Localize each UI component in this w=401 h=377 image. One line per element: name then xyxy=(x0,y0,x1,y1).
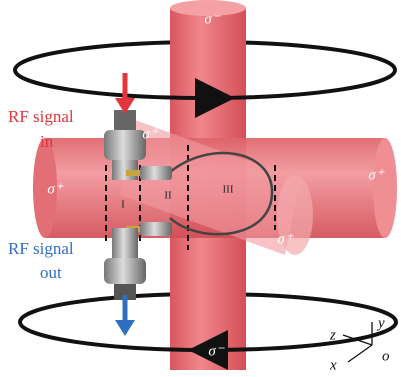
rf-in-label: RF signal xyxy=(8,107,74,126)
axis-label: y xyxy=(376,315,385,331)
beam-label: σ⁺ xyxy=(142,126,158,142)
connector-bottom xyxy=(104,222,172,300)
beam-label: σ⁺ xyxy=(277,231,293,247)
beam-label: σ⁻ xyxy=(208,343,224,359)
rf-out-label: RF signal xyxy=(8,239,74,258)
axis-label: z xyxy=(329,327,336,343)
beam-label: σ⁺ xyxy=(368,167,384,183)
rf-in-label: in xyxy=(40,132,54,151)
diagram: σ⁻ σ⁻ σ⁺ σ⁺ σ⁺ σ⁺ RF signal in RF signal… xyxy=(0,0,401,377)
axis-label: x xyxy=(329,357,337,373)
rf-out-label: out xyxy=(40,263,62,282)
axis-label: o xyxy=(382,348,390,364)
beam-end xyxy=(373,138,397,238)
arrow-out-head xyxy=(115,320,135,336)
region-label: I xyxy=(121,199,125,211)
region-label: III xyxy=(223,184,234,196)
beam-label: σ⁺ xyxy=(47,181,63,197)
region-label: II xyxy=(164,190,172,202)
beam-label: σ⁻ xyxy=(204,11,220,27)
